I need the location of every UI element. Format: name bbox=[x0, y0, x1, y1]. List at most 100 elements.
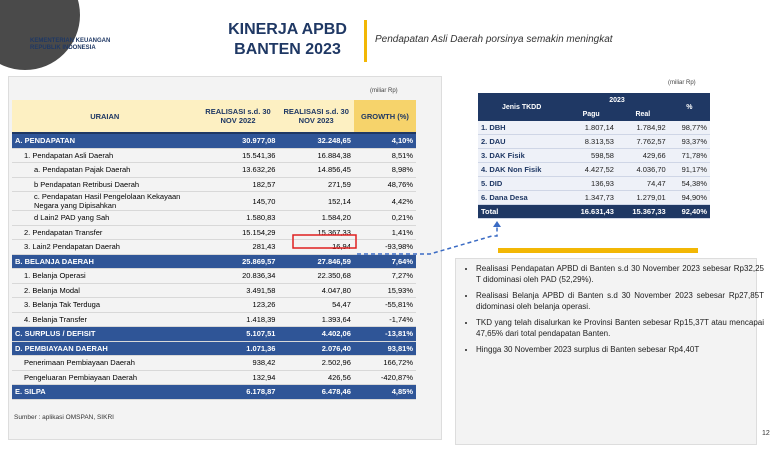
cell-value: 6.478,46 bbox=[278, 384, 354, 400]
cell-value: 30.977,08 bbox=[197, 133, 279, 149]
column-header: REALISASI s.d. 30 NOV 2022 bbox=[197, 100, 279, 134]
cell-value: 2.076,40 bbox=[278, 341, 354, 356]
cell-value: 98,77% bbox=[668, 121, 710, 135]
cell-value: 123,26 bbox=[197, 297, 279, 313]
unit-label: (miliar Rp) bbox=[370, 88, 398, 94]
cell-value: 426,56 bbox=[278, 370, 354, 385]
cell-value: 15,93% bbox=[353, 283, 416, 298]
row-label: 3. DAK Fisik bbox=[478, 148, 566, 163]
notes-list: Realisasi Pendapatan APBD di Banten s.d … bbox=[462, 264, 764, 362]
cell-value: 182,57 bbox=[197, 177, 279, 192]
cell-value: 1.071,36 bbox=[197, 341, 279, 356]
cell-value: 1,41% bbox=[353, 225, 416, 240]
note: TKD yang telah disalurkan ke Provinsi Ba… bbox=[476, 318, 764, 339]
cell-value: 166,72% bbox=[353, 355, 416, 371]
table-row: 5. DID 136,93 74,47 54,38% bbox=[478, 176, 710, 191]
cell-value: 281,43 bbox=[197, 239, 279, 255]
cell-value: 16.631,43 bbox=[565, 204, 617, 219]
column-header: REALISASI s.d. 30 NOV 2023 bbox=[278, 100, 354, 134]
row-label: 2. Belanja Modal bbox=[12, 283, 198, 298]
cell-value: 27.846,59 bbox=[278, 254, 354, 269]
logo: KEMENTERIAN KEUANGAN REPUBLIK INDONESIA bbox=[30, 38, 110, 52]
row-label: Total bbox=[478, 204, 566, 219]
subcolumn-header: Pagu bbox=[565, 107, 617, 121]
cell-value: 14.856,45 bbox=[278, 162, 354, 178]
title: KINERJA APBD BANTEN 2023 bbox=[215, 20, 360, 60]
header-row: URAIAN REALISASI s.d. 30 NOV 2022 REALISAS… bbox=[12, 100, 416, 134]
cell-value: 0,21% bbox=[353, 210, 416, 226]
row-label: 4. Belanja Transfer bbox=[12, 312, 198, 327]
column-header: URAIAN bbox=[12, 100, 198, 134]
table-row: 3. Belanja Tak Terduga 123,26 54,47 -55,81% bbox=[12, 297, 416, 313]
table-row: A. PENDAPATAN 30.977,08 32.248,65 4,10% bbox=[12, 133, 416, 149]
row-label: 2. Pendapatan Transfer bbox=[12, 225, 198, 240]
column-header: 2023 bbox=[565, 93, 669, 107]
cell-value: 93,37% bbox=[668, 134, 710, 149]
cell-value: 15.367,33 bbox=[616, 204, 669, 219]
cell-value: 136,93 bbox=[565, 176, 617, 191]
cell-value: 16,94 bbox=[278, 239, 354, 255]
arrow-head bbox=[493, 221, 501, 227]
cell-value: 92,40% bbox=[668, 204, 710, 219]
highlight-box bbox=[292, 234, 357, 249]
cell-value: -13,81% bbox=[353, 326, 416, 342]
header-row: Pagu Real bbox=[478, 107, 710, 121]
tkdd-table: Jenis TKDD 2023% Pagu Real 1. DBH 1.807,14 1.7… bbox=[478, 93, 710, 219]
cell-value: -93,98% bbox=[353, 239, 416, 255]
dashed-connector bbox=[357, 226, 498, 255]
column-header: GROWTH (%) bbox=[353, 100, 416, 134]
logo-line: REPUBLIK INDONESIA bbox=[30, 45, 96, 51]
row-label: A. PENDAPATAN bbox=[12, 133, 198, 149]
cell-value: 48,76% bbox=[353, 177, 416, 192]
table-row: d Lain2 PAD yang Sah 1.580,83 1.584,20 0,21… bbox=[12, 210, 416, 226]
divider bbox=[364, 20, 367, 62]
note: Realisasi Pendapatan APBD di Banten s.d … bbox=[476, 264, 764, 285]
cell-value: -55,81% bbox=[353, 297, 416, 313]
cell-value: 7,27% bbox=[353, 268, 416, 284]
table-row: 6. Dana Desa 1.347,73 1.279,01 94,90% bbox=[478, 190, 710, 205]
cell-value: 1.784,92 bbox=[616, 121, 669, 135]
cell-value: 91,17% bbox=[668, 162, 710, 177]
row-label: 3. Belanja Tak Terduga bbox=[12, 297, 198, 313]
row-label: 6. Dana Desa bbox=[478, 190, 566, 205]
cell-value: 8,98% bbox=[353, 162, 416, 178]
header-row: Jenis TKDD 2023% bbox=[478, 93, 710, 121]
table-row: 2. DAU 8.313,53 7.762,57 93,37% bbox=[478, 134, 710, 149]
cell-value: 8,51% bbox=[353, 148, 416, 163]
table-row: c. Pendapatan Hasil Pengelolaan Kekayaan… bbox=[12, 191, 416, 211]
subtitle: Pendapatan Asli Daerah porsinya semakin … bbox=[375, 34, 613, 45]
cell-value: 152,14 bbox=[278, 191, 354, 211]
cell-value: 54,38% bbox=[668, 176, 710, 191]
cell-value: 4.427,52 bbox=[565, 162, 617, 177]
accent-bar bbox=[498, 248, 698, 253]
cell-value: 4,42% bbox=[353, 191, 416, 211]
note: Hingga 30 November 2023 surplus di Bante… bbox=[476, 345, 764, 356]
table-row: Pengeluaran Pembiayaan Daerah 132,94 426,5… bbox=[12, 370, 416, 385]
row-label: 1. DBH bbox=[478, 121, 566, 135]
page-number: 12 bbox=[762, 430, 770, 437]
cell-value: 429,66 bbox=[616, 148, 669, 163]
cell-value: 25.869,57 bbox=[197, 254, 279, 269]
row-label: E. SILPA bbox=[12, 384, 198, 400]
cell-value: 1.584,20 bbox=[278, 210, 354, 226]
row-label: 3. Lain2 Pendapatan Daerah bbox=[12, 239, 198, 255]
notes-panel bbox=[455, 258, 757, 445]
table-row: 1. DBH 1.807,14 1.784,92 98,77% bbox=[478, 121, 710, 135]
cell-value: 15.154,29 bbox=[197, 225, 279, 240]
cell-value: 8.313,53 bbox=[565, 134, 617, 149]
cell-value: 132,94 bbox=[197, 370, 279, 385]
cell-value: 3.491,58 bbox=[197, 283, 279, 298]
row-label: 4. DAK Non Fisik bbox=[478, 162, 566, 177]
table-row: 2. Belanja Modal 3.491,58 4.047,80 15,93% bbox=[12, 283, 416, 298]
cell-value: -420,87% bbox=[353, 370, 416, 385]
cell-value: -1,74% bbox=[353, 312, 416, 327]
row-label: b Pendapatan Retribusi Daerah bbox=[12, 177, 198, 192]
cell-value: 54,47 bbox=[278, 297, 354, 313]
table-row: Penerimaan Pembiayaan Daerah 938,42 2.502,… bbox=[12, 355, 416, 371]
row-label: Penerimaan Pembiayaan Daerah bbox=[12, 355, 198, 371]
cell-value: 7,64% bbox=[353, 254, 416, 269]
cell-value: 6.178,87 bbox=[197, 384, 279, 400]
table-row: 2. Pendapatan Transfer 15.154,29 15.367,33… bbox=[12, 225, 416, 240]
